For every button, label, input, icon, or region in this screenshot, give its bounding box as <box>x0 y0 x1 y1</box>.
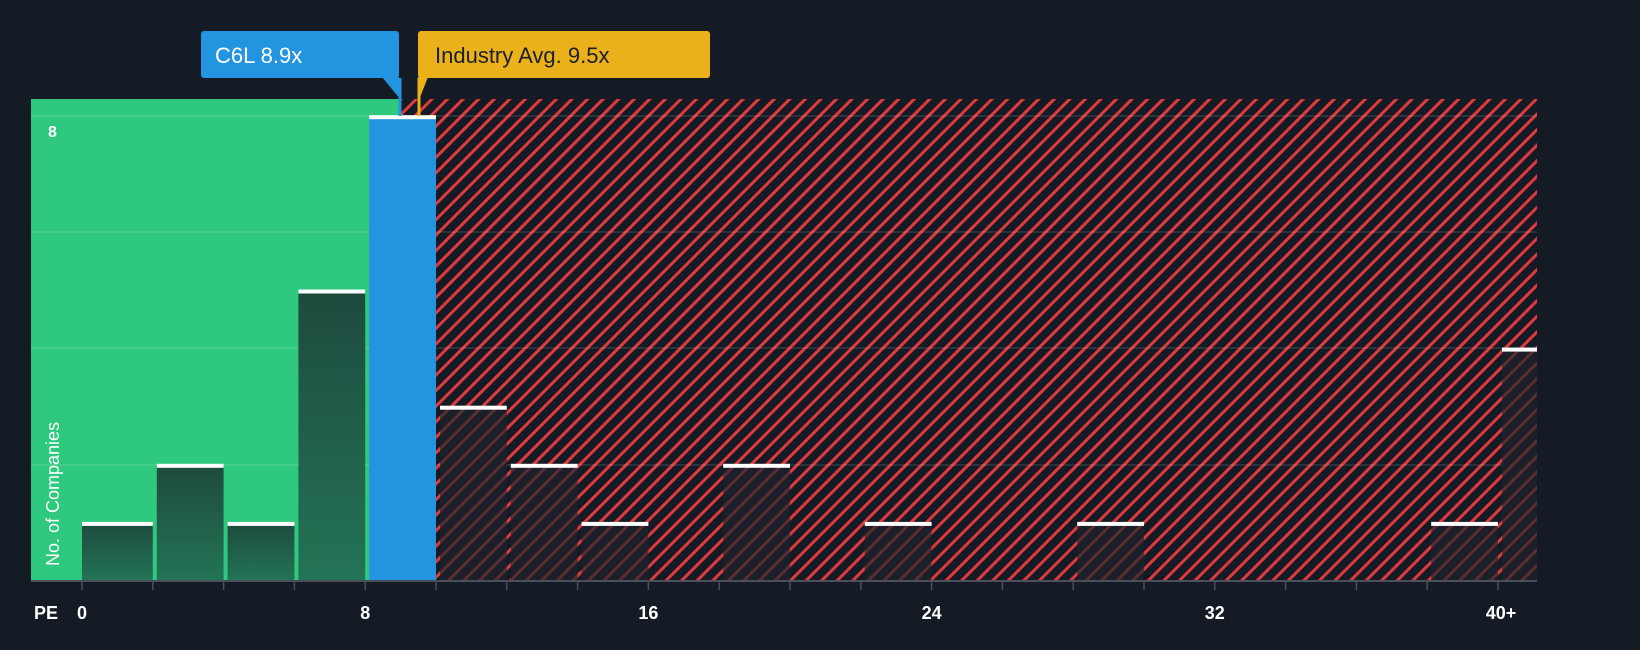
x-tick-label: 24 <box>922 603 942 623</box>
gridlines <box>31 115 1537 466</box>
industry-label-text: Industry Avg. 9.5x <box>435 43 609 68</box>
bar-cap <box>298 289 366 294</box>
bar-cap <box>1077 521 1144 526</box>
bar-cap <box>369 115 436 120</box>
histogram-bar <box>723 464 790 581</box>
histogram-bar <box>1077 522 1144 581</box>
bar-cap <box>82 521 153 526</box>
x-tick-label: 8 <box>360 603 370 623</box>
histogram-bars <box>82 115 1537 581</box>
bar-cap <box>723 463 790 468</box>
histogram-bar <box>1431 522 1498 581</box>
bar-cap <box>581 521 649 526</box>
histogram-bar <box>82 522 153 581</box>
histogram-bar <box>369 116 436 581</box>
overvalued-region <box>420 99 1537 581</box>
bar-cap <box>1431 521 1498 526</box>
histogram-bar <box>440 406 507 581</box>
histogram-bar <box>156 464 224 581</box>
bar-cap <box>156 463 224 468</box>
bar-cap <box>864 521 932 526</box>
bar-cap <box>227 521 295 526</box>
bar-cap <box>440 405 507 410</box>
histogram-bar <box>1502 348 1537 581</box>
x-tick-labels: 0 8 16 24 32 40+ <box>77 603 1516 623</box>
bar-cap <box>510 463 578 468</box>
x-tick-label: 40+ <box>1486 603 1517 623</box>
y-tick-8: 8 <box>48 124 57 141</box>
bar-cap <box>1502 347 1537 352</box>
y-axis-label: No. of Companies <box>43 422 63 566</box>
histogram-bar <box>581 522 649 581</box>
histogram-bar <box>298 290 366 581</box>
histogram-bar <box>510 464 578 581</box>
company-label: C6L 8.9x <box>201 31 401 100</box>
x-axis-ticks <box>81 581 1499 590</box>
histogram-bar <box>864 522 932 581</box>
company-label-text: C6L 8.9x <box>215 43 302 68</box>
x-axis-label: PE <box>34 603 58 623</box>
x-tick-label: 16 <box>638 603 658 623</box>
histogram-bar <box>227 522 295 581</box>
industry-label: Industry Avg. 9.5x <box>418 31 710 100</box>
x-tick-label: 0 <box>77 603 87 623</box>
x-tick-label: 32 <box>1205 603 1225 623</box>
